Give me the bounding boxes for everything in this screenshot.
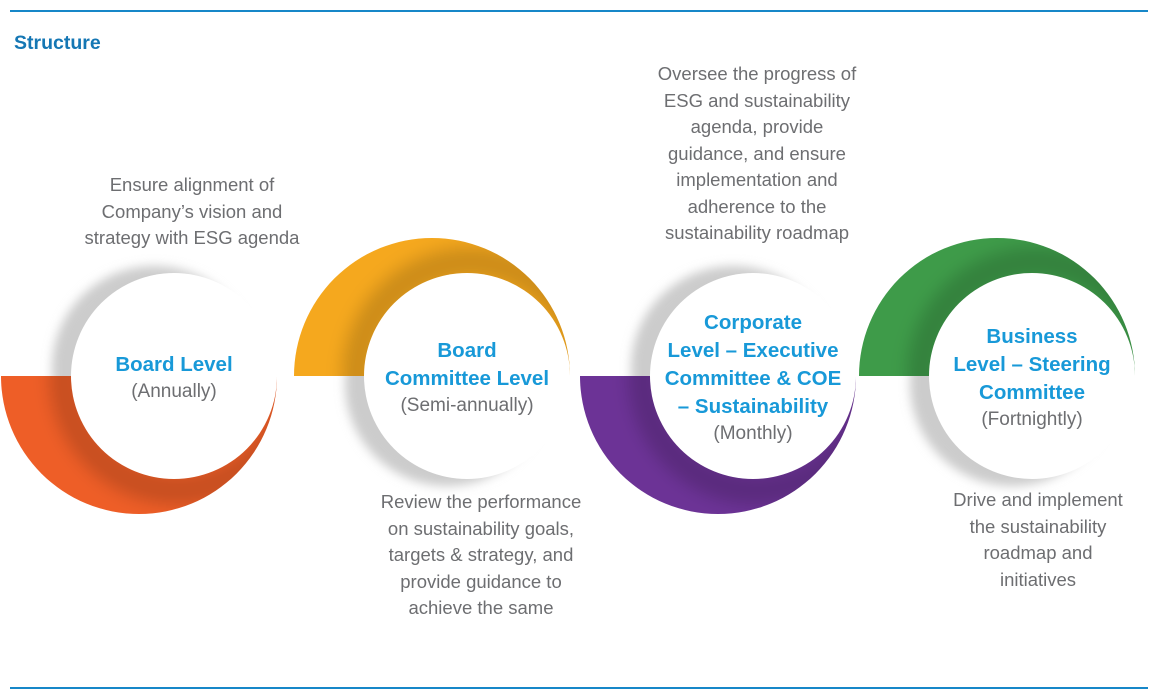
description-board-committee: Review the performance on sustainability… [380,491,582,618]
node-title: Business Level – Steering Committee [953,325,1111,404]
node-board-committee-circle [364,273,570,479]
top-divider [10,10,1148,12]
node-frequency: (Fortnightly) [981,409,1083,430]
arc-inner-shading [628,376,856,505]
arc-inner-shading [49,376,277,505]
description-business-level: Drive and implement the sustainability r… [953,489,1123,590]
arc-inner-shading [907,247,1135,376]
arc-inner-shading [342,247,570,376]
node-frequency: (Annually) [131,381,217,402]
node-business-level-circle [929,273,1135,479]
label-board-committee: Board Committee Level (Semi-annually) [353,337,581,419]
node-board-level-circle [71,273,277,479]
description-board-level: Ensure alignment of Company’s vision and… [84,174,300,248]
label-business-level: Business Level – Steering Committee (For… [918,323,1146,433]
label-board-level: Board Level (Annually) [60,351,288,405]
node-frequency: (Monthly) [713,423,793,444]
description-corporate-level: Oversee the progress of ESG and sustaina… [657,63,857,243]
node-title: Corporate Level – Executive Committee & … [664,311,842,418]
label-corporate-level: Corporate Level – Executive Committee & … [639,309,867,447]
node-title: Board Committee Level [384,339,550,390]
node-corporate-level-circle [650,273,856,479]
node-frequency: (Semi-annually) [400,395,534,416]
node-title: Board Level [115,353,233,376]
bottom-divider [10,687,1148,689]
page-title: Structure [14,32,101,54]
